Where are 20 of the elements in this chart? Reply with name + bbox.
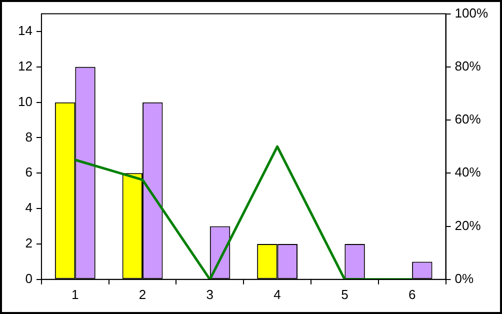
x-tick-label: 2 <box>138 286 146 302</box>
y2-tick-label: 80% <box>454 58 482 74</box>
y-tick-label: 14 <box>18 23 32 38</box>
y-tick-label: 4 <box>25 200 32 216</box>
y-tick-label: 8 <box>25 129 32 144</box>
y-tick-label: 12 <box>18 58 32 74</box>
y2-tick-label: 0% <box>454 270 474 286</box>
y-tick-label: 10 <box>18 94 32 109</box>
y2-tick-label: 20% <box>454 218 482 233</box>
y2-tick-label: 60% <box>454 112 482 127</box>
y2-tick-label: 100% <box>454 5 488 20</box>
x-tick-label: 5 <box>341 286 348 302</box>
x-tick-label: 6 <box>408 286 416 302</box>
x-tick-label: 3 <box>206 286 214 302</box>
y-tick-label: 6 <box>25 164 32 180</box>
x-tick-label: 4 <box>274 286 281 302</box>
y2-tick-label: 40% <box>454 164 482 180</box>
y-tick-label: 0 <box>25 270 32 286</box>
y-tick-label: 2 <box>25 236 32 251</box>
x-tick-label: 1 <box>72 286 79 302</box>
